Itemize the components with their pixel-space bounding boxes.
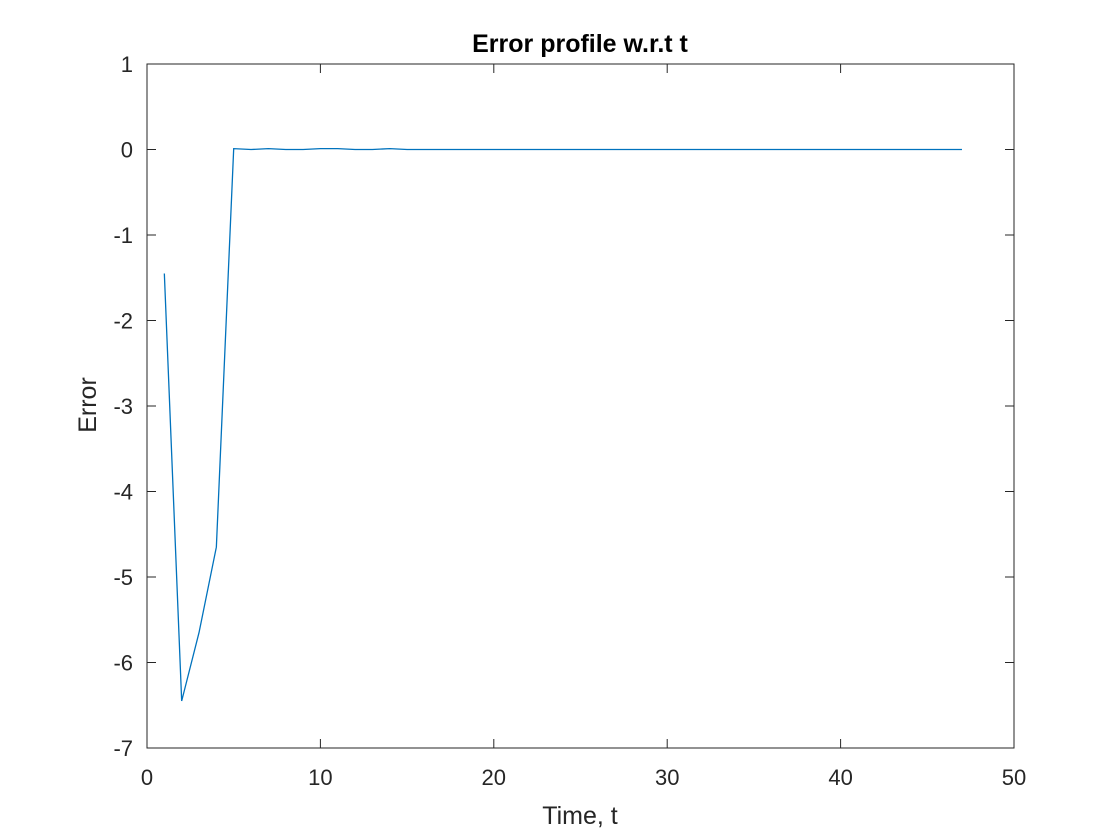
x-tick-label: 10 bbox=[308, 765, 332, 790]
y-axis-label: Error bbox=[74, 377, 102, 433]
y-tick-label: -7 bbox=[113, 736, 133, 761]
x-axis-label: Time, t bbox=[542, 802, 618, 830]
x-axis-ticks: 0 10 20 30 40 50 bbox=[141, 64, 1026, 790]
axes-box bbox=[146, 63, 1015, 749]
x-tick-label: 50 bbox=[1002, 765, 1026, 790]
series-line bbox=[163, 147, 962, 702]
x-tick-label: 20 bbox=[482, 765, 506, 790]
y-tick-label: -1 bbox=[113, 223, 133, 248]
y-tick-label: -4 bbox=[113, 480, 133, 505]
x-tick-label: 40 bbox=[828, 765, 852, 790]
y-tick-label: 0 bbox=[121, 138, 133, 163]
x-tick-label: 0 bbox=[141, 765, 153, 790]
y-tick-label: -3 bbox=[113, 394, 133, 419]
x-tick-label: 30 bbox=[655, 765, 679, 790]
y-axis-ticks: 1 0 -1 -2 -3 -4 -5 -6 -7 bbox=[113, 52, 1014, 761]
y-tick-label: -5 bbox=[113, 565, 133, 590]
y-tick-label: -6 bbox=[113, 651, 133, 676]
y-tick-label: 1 bbox=[121, 52, 133, 77]
chart-title: Error profile w.r.t t bbox=[472, 30, 688, 58]
y-tick-label: -2 bbox=[113, 309, 133, 334]
